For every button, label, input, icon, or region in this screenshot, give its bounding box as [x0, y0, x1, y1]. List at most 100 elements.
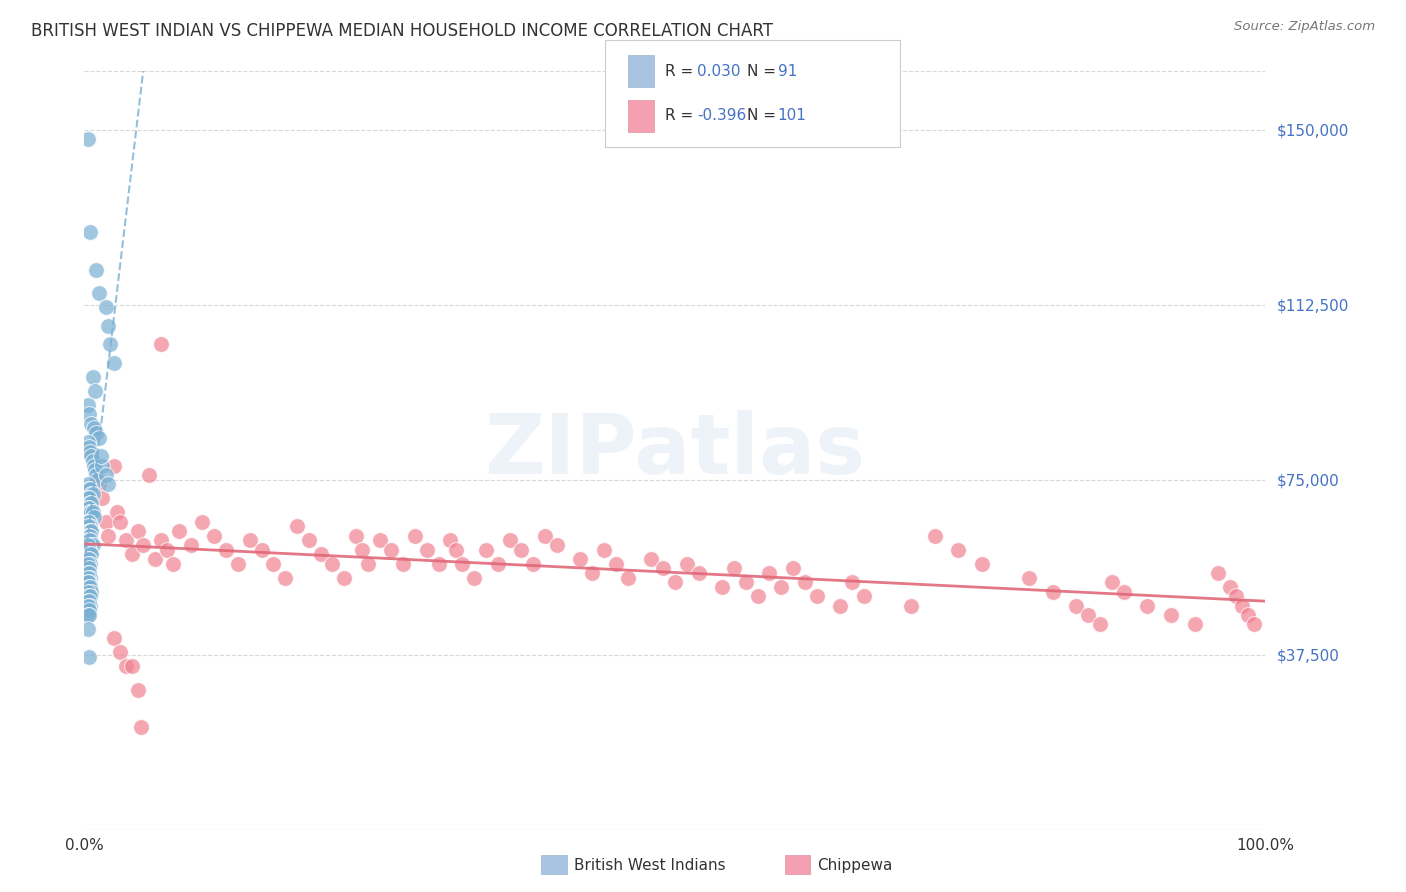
- Point: [605, 557, 627, 571]
- Point: [793, 575, 815, 590]
- Point: [77, 584, 100, 599]
- Point: [77, 515, 100, 529]
- Point: [1018, 571, 1040, 585]
- Point: [132, 538, 155, 552]
- Point: [758, 566, 780, 580]
- Point: [1184, 617, 1206, 632]
- Point: [84, 262, 107, 277]
- Text: Chippewa: Chippewa: [817, 858, 893, 872]
- Point: [156, 542, 179, 557]
- Point: [82, 505, 104, 519]
- Point: [121, 659, 143, 673]
- Point: [80, 547, 103, 561]
- Point: [77, 542, 100, 557]
- Point: [79, 482, 101, 496]
- Point: [127, 524, 149, 538]
- Point: [250, 542, 273, 557]
- Point: [446, 542, 468, 557]
- Point: [79, 589, 101, 603]
- Point: [80, 524, 103, 538]
- Point: [77, 477, 100, 491]
- Point: [77, 575, 100, 590]
- Point: [970, 557, 993, 571]
- Point: [416, 542, 439, 557]
- Point: [77, 528, 100, 542]
- Text: -0.396: -0.396: [697, 109, 747, 123]
- Point: [77, 542, 100, 557]
- Point: [77, 594, 100, 608]
- Point: [427, 557, 450, 571]
- Point: [77, 552, 100, 566]
- Point: [333, 571, 356, 585]
- Text: N =: N =: [747, 64, 780, 78]
- Text: 91: 91: [778, 64, 797, 78]
- Point: [79, 524, 101, 538]
- Point: [463, 571, 485, 585]
- Point: [103, 632, 125, 646]
- Point: [522, 557, 544, 571]
- Point: [108, 515, 131, 529]
- Text: 0.030: 0.030: [697, 64, 741, 78]
- Point: [180, 538, 202, 552]
- Point: [1236, 607, 1258, 622]
- Point: [350, 542, 373, 557]
- Point: [114, 659, 136, 673]
- Point: [1136, 599, 1159, 613]
- Point: [129, 720, 152, 734]
- Point: [380, 542, 402, 557]
- Point: [77, 500, 100, 515]
- Text: BRITISH WEST INDIAN VS CHIPPEWA MEDIAN HOUSEHOLD INCOME CORRELATION CHART: BRITISH WEST INDIAN VS CHIPPEWA MEDIAN H…: [31, 22, 773, 40]
- Point: [498, 533, 520, 548]
- Point: [87, 477, 110, 491]
- Point: [80, 584, 103, 599]
- Point: [1066, 599, 1088, 613]
- Point: [77, 524, 100, 538]
- Point: [77, 407, 100, 421]
- Point: [82, 486, 104, 500]
- Point: [392, 557, 415, 571]
- Point: [79, 225, 101, 239]
- Point: [143, 552, 166, 566]
- Point: [94, 300, 117, 314]
- Point: [77, 649, 100, 664]
- Point: [87, 285, 110, 300]
- Point: [108, 645, 131, 659]
- Point: [309, 547, 332, 561]
- Point: [77, 580, 100, 594]
- Point: [91, 458, 114, 473]
- Point: [747, 589, 769, 603]
- Point: [77, 594, 100, 608]
- Point: [830, 599, 852, 613]
- Point: [79, 519, 101, 533]
- Point: [80, 450, 103, 464]
- Point: [79, 496, 101, 510]
- Point: [77, 566, 100, 580]
- Point: [77, 491, 100, 506]
- Point: [806, 589, 828, 603]
- Point: [770, 580, 793, 594]
- Point: [298, 533, 321, 548]
- Point: [404, 528, 426, 542]
- Point: [226, 557, 249, 571]
- Point: [1160, 607, 1182, 622]
- Point: [1230, 599, 1253, 613]
- Point: [77, 557, 100, 571]
- Point: [77, 552, 100, 566]
- Point: [77, 603, 100, 617]
- Point: [77, 132, 100, 146]
- Point: [239, 533, 262, 548]
- Text: British West Indians: British West Indians: [574, 858, 725, 872]
- Point: [90, 450, 112, 464]
- Point: [77, 533, 100, 548]
- Point: [87, 431, 110, 445]
- Text: 101: 101: [778, 109, 807, 123]
- Point: [127, 682, 149, 697]
- Point: [77, 491, 100, 506]
- Point: [77, 622, 100, 636]
- Point: [77, 528, 100, 542]
- Point: [593, 542, 616, 557]
- Point: [167, 524, 190, 538]
- Point: [1101, 575, 1123, 590]
- Point: [83, 421, 105, 435]
- Point: [77, 575, 100, 590]
